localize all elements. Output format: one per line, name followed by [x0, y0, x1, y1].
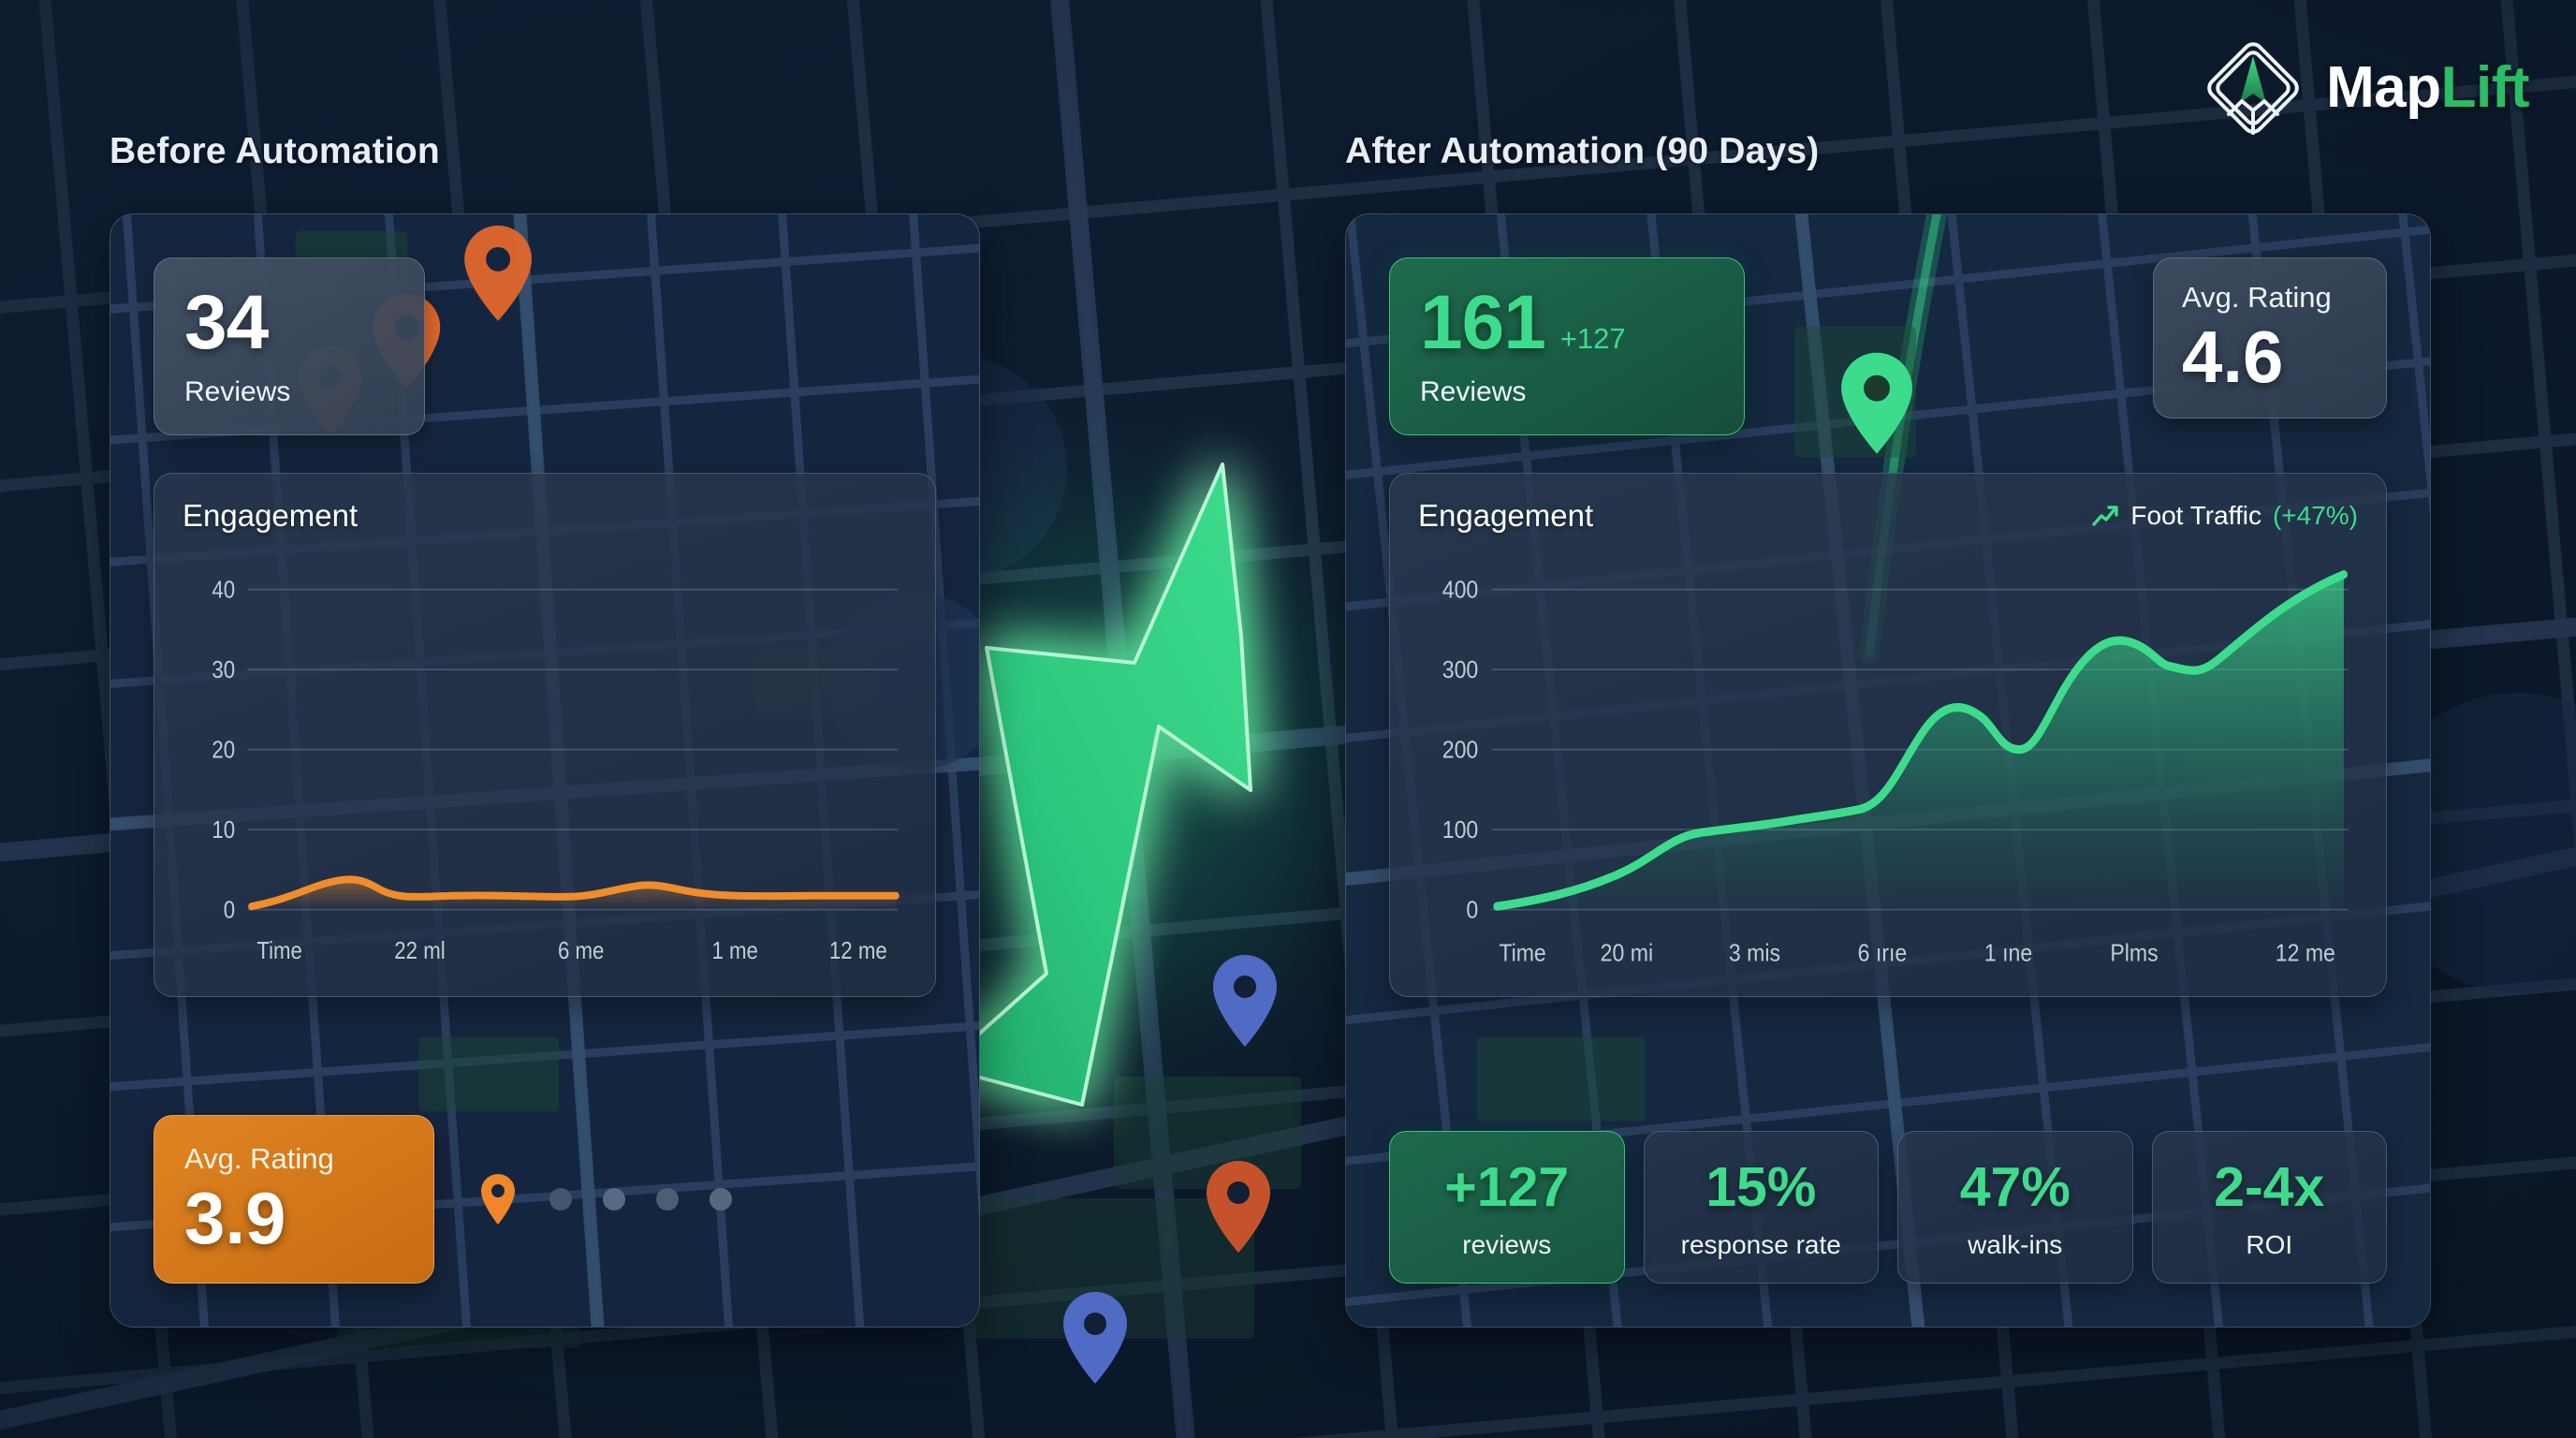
svg-text:1 me: 1 me	[711, 937, 757, 964]
before-top-row: 34 Reviews	[154, 257, 936, 435]
after-reviews-delta: +127	[1559, 322, 1626, 355]
after-top-row: 161 +127 Reviews Avg. Rating 4.6	[1389, 257, 2387, 435]
brand-name-lift: Lift	[2440, 55, 2530, 120]
after-rating-value: 4.6	[2182, 315, 2284, 398]
kpi-walk-ins-label: walk-ins	[1968, 1230, 2063, 1259]
before-rating-title: Avg. Rating	[184, 1142, 334, 1175]
kpi-reviews-label: reviews	[1462, 1230, 1552, 1259]
svg-text:3 mis: 3 mis	[1729, 940, 1780, 967]
svg-text:6 ırıe: 6 ırıe	[1858, 940, 1908, 967]
svg-text:20 mi: 20 mi	[1601, 940, 1653, 967]
svg-text:22 ml: 22 ml	[394, 937, 445, 964]
svg-text:10: 10	[212, 816, 235, 844]
maplift-diamond-arrow-icon	[2201, 36, 2305, 140]
kpi-walk-ins: 47% walk-ins	[1897, 1131, 2133, 1284]
after-reviews-value: 161	[1420, 280, 1546, 365]
before-engagement-chart-card: Engagement	[154, 472, 936, 997]
map-pin-icon	[477, 1172, 519, 1226]
after-reviews-card: 161 +127 Reviews	[1389, 257, 1745, 435]
before-rating-card: Avg. Rating 3.9	[154, 1115, 434, 1284]
foot-traffic-value: (+47%)	[2272, 500, 2358, 530]
svg-text:20: 20	[212, 737, 235, 764]
brand-name-map: Map	[2326, 55, 2441, 120]
after-rating-title: Avg. Rating	[2182, 281, 2332, 314]
svg-text:30: 30	[212, 656, 235, 683]
svg-text:0: 0	[224, 897, 235, 924]
brand-logo: MapLift	[2201, 36, 2530, 140]
after-engagement-plot: 400 300 200 100 0 Time 20 mi 3 mis 6 ırı…	[1418, 547, 2358, 974]
before-rating-value: 3.9	[184, 1177, 286, 1259]
after-automation-panel: 161 +127 Reviews Avg. Rating 4.6 Engagem…	[1345, 213, 2431, 1328]
svg-text:6 me: 6 me	[558, 937, 604, 964]
page-title-after: After Automation (90 Days)	[1345, 131, 1820, 171]
after-kpi-row: +127 reviews 15% response rate 47% walk-…	[1389, 1131, 2387, 1284]
carousel-indicators[interactable]	[477, 1172, 732, 1226]
before-reviews-card: 34 Reviews	[154, 257, 425, 435]
after-reviews-label: Reviews	[1420, 375, 1527, 407]
svg-text:12 me: 12 me	[829, 937, 887, 964]
foot-traffic-label: Foot Traffic	[2130, 500, 2261, 530]
before-automation-panel: 34 Reviews Engagement	[110, 213, 980, 1328]
before-reviews-label: Reviews	[184, 375, 291, 407]
kpi-response-rate-value: 15%	[1705, 1156, 1817, 1218]
brand-wordmark: MapLift	[2326, 59, 2529, 117]
svg-text:400: 400	[1442, 577, 1479, 604]
carousel-dot-2[interactable]	[603, 1188, 625, 1211]
foot-traffic-legend: Foot Traffic (+47%)	[2091, 501, 2358, 531]
kpi-reviews: +127 reviews	[1389, 1131, 1625, 1284]
page-title-before: Before Automation	[110, 131, 440, 171]
svg-text:1 ıne: 1 ıne	[1984, 940, 2032, 967]
svg-text:100: 100	[1442, 817, 1479, 844]
before-bottom-row: Avg. Rating 3.9	[154, 1115, 936, 1284]
kpi-roi-value: 2-4x	[2214, 1156, 2325, 1218]
after-chart-title: Engagement	[1418, 497, 1594, 533]
kpi-response-rate: 15% response rate	[1643, 1131, 1879, 1284]
svg-text:Time: Time	[256, 937, 302, 964]
svg-text:12 me: 12 me	[2276, 940, 2335, 967]
carousel-dot-1[interactable]	[549, 1188, 572, 1211]
before-reviews-value: 34	[184, 280, 269, 365]
svg-text:200: 200	[1442, 737, 1479, 764]
kpi-walk-ins-value: 47%	[1959, 1156, 2071, 1218]
svg-text:300: 300	[1442, 657, 1479, 684]
trending-up-icon	[2091, 502, 2119, 530]
after-engagement-chart-card: Engagement Foot Traffic (+47%)	[1389, 472, 2387, 997]
svg-text:Plms: Plms	[2110, 940, 2158, 967]
svg-text:Time: Time	[1499, 940, 1545, 967]
svg-text:0: 0	[1466, 897, 1478, 924]
kpi-roi: 2-4x ROI	[2151, 1131, 2387, 1284]
kpi-roi-label: ROI	[2246, 1230, 2293, 1259]
kpi-response-rate-label: response rate	[1680, 1230, 1841, 1259]
carousel-dot-4[interactable]	[710, 1188, 732, 1211]
kpi-reviews-value: +127	[1444, 1156, 1570, 1218]
before-engagement-plot: 40 30 20 10 0 Time 22 ml 6 me 1 me 12 me	[183, 547, 907, 974]
before-chart-title: Engagement	[183, 497, 359, 533]
after-rating-card: Avg. Rating 4.6	[2153, 257, 2387, 418]
growth-arrow-icon	[940, 449, 1264, 1107]
carousel-dot-3[interactable]	[656, 1188, 679, 1211]
svg-text:40: 40	[212, 577, 235, 604]
